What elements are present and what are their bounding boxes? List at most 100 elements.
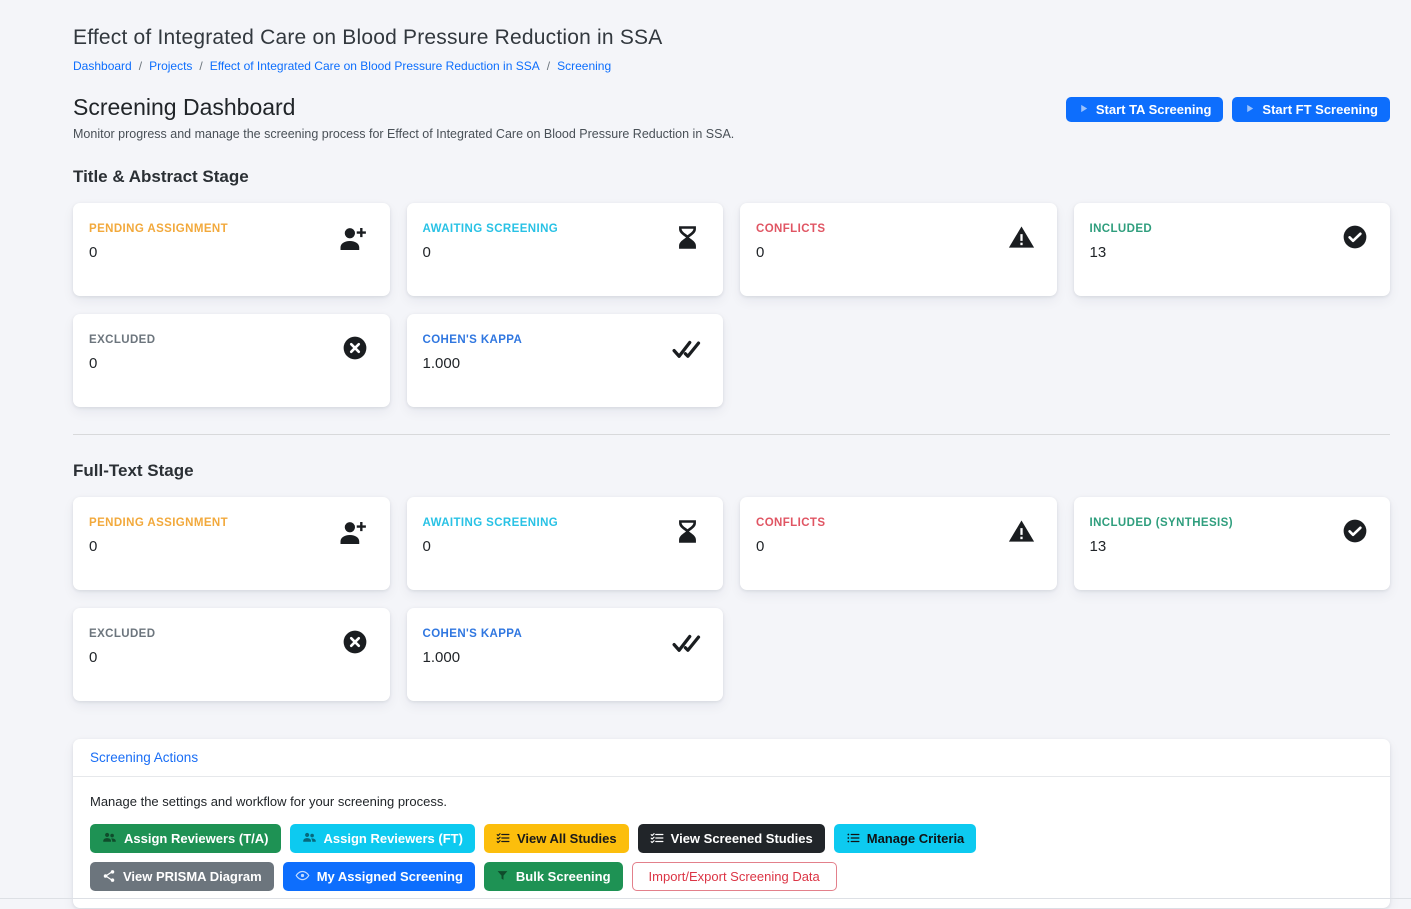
assign-reviewers-ft-label: Assign Reviewers (FT) [323, 831, 463, 846]
breadcrumb-separator: / [546, 59, 551, 73]
view-screened-studies-label: View Screened Studies [670, 831, 813, 846]
dashboard-actions: Start TA Screening Start FT Screening [1065, 97, 1390, 122]
my-assigned-screening-label: My Assigned Screening [316, 869, 463, 884]
stat-card-ta-pending-assignment: PENDING ASSIGNMENT 0 [73, 203, 390, 296]
play-icon [1244, 103, 1255, 116]
dashboard-subtitle: Monitor progress and manage the screenin… [73, 127, 735, 141]
eye-icon [295, 868, 310, 885]
stat-value: 1.000 [422, 355, 461, 372]
screening-actions-body: Manage the settings and workflow for you… [73, 777, 1390, 908]
view-prisma-diagram-label: View PRISMA Diagram [123, 869, 262, 884]
manage-criteria-label: Manage Criteria [866, 831, 965, 846]
start-ft-screening-button[interactable]: Start FT Screening [1232, 97, 1390, 122]
breadcrumb-separator: / [138, 59, 143, 73]
bulk-screening-button[interactable]: Bulk Screening [483, 862, 623, 891]
view-prisma-diagram-button[interactable]: View PRISMA Diagram [90, 862, 274, 891]
ft-stage-cards-row-1: PENDING ASSIGNMENT 0 AWAITING SCREENING … [73, 497, 1390, 590]
warning-triangle-icon [1008, 224, 1035, 251]
breadcrumb: Dashboard / Projects / Effect of Integra… [73, 59, 1390, 73]
ft-stage-title: Full-Text Stage [73, 461, 194, 480]
page-bottom-divider [0, 898, 1411, 899]
stat-value: 0 [89, 538, 98, 555]
stat-value: 0 [422, 538, 431, 555]
x-circle-icon [342, 335, 368, 361]
dashboard-header: Screening Dashboard Monitor progress and… [73, 94, 1390, 141]
person-plus-icon [338, 224, 368, 254]
import-export-screening-data-button[interactable]: Import/Export Screening Data [631, 862, 837, 891]
start-ta-screening-button[interactable]: Start TA Screening [1065, 97, 1224, 122]
ft-stage-section: Full-Text Stage PENDING ASSIGNMENT 0 AWA… [73, 461, 1390, 701]
manage-criteria-button[interactable]: Manage Criteria [833, 824, 977, 853]
assign-reviewers-ft-button[interactable]: Assign Reviewers (FT) [289, 824, 475, 853]
assign-reviewers-ta-button[interactable]: Assign Reviewers (T/A) [90, 824, 281, 853]
stat-label: COHEN'S KAPPA [422, 628, 523, 640]
stat-label: PENDING ASSIGNMENT [89, 517, 229, 529]
stat-card-ft-excluded: EXCLUDED 0 [73, 608, 390, 701]
stat-label: EXCLUDED [89, 628, 156, 640]
ta-stage-section: Title & Abstract Stage PENDING ASSIGNMEN… [73, 167, 1390, 407]
list-icon [846, 831, 860, 847]
screening-actions-title: Screening Actions [73, 739, 1390, 777]
stat-value: 13 [1089, 244, 1107, 261]
filter-icon [496, 869, 509, 884]
view-all-studies-button[interactable]: View All Studies [483, 824, 629, 853]
stat-card-ta-awaiting-screening: AWAITING SCREENING 0 [406, 203, 723, 296]
users-icon [302, 830, 317, 847]
ta-stage-title: Title & Abstract Stage [73, 167, 249, 186]
stat-value: 0 [422, 244, 431, 261]
view-all-studies-label: View All Studies [516, 831, 617, 846]
ta-stage-cards-row-1: PENDING ASSIGNMENT 0 AWAITING SCREENING … [73, 203, 1390, 296]
stage-divider [73, 434, 1390, 435]
stat-card-ft-pending-assignment: PENDING ASSIGNMENT 0 [73, 497, 390, 590]
list-check-icon [496, 831, 510, 847]
screening-actions-buttons: Assign Reviewers (T/A) Assign Reviewers … [90, 824, 1030, 891]
screening-actions-description: Manage the settings and workflow for you… [90, 794, 447, 809]
hourglass-icon [674, 518, 701, 545]
stat-card-ta-excluded: EXCLUDED 0 [73, 314, 390, 407]
stat-value: 0 [89, 649, 98, 666]
hourglass-icon [674, 224, 701, 251]
stat-value: 0 [756, 538, 765, 555]
stat-value: 0 [756, 244, 765, 261]
my-assigned-screening-button[interactable]: My Assigned Screening [282, 862, 475, 891]
start-ta-screening-label: Start TA Screening [1095, 102, 1212, 117]
stat-label: COHEN'S KAPPA [422, 334, 523, 346]
ft-stage-cards-row-2: EXCLUDED 0 COHEN'S KAPPA 1.000 [73, 608, 1390, 701]
stat-label: INCLUDED [1089, 223, 1153, 235]
stat-label: CONFLICTS [756, 517, 826, 529]
stat-card-ta-included: INCLUDED 13 [1073, 203, 1390, 296]
stat-value: 0 [89, 355, 98, 372]
bulk-screening-label: Bulk Screening [515, 869, 611, 884]
breadcrumb-project-name[interactable]: Effect of Integrated Care on Blood Press… [209, 59, 540, 73]
stat-label: AWAITING SCREENING [422, 517, 559, 529]
warning-triangle-icon [1008, 518, 1035, 545]
check-circle-icon [1342, 224, 1368, 250]
list-check-icon [650, 831, 664, 847]
check-circle-icon [1342, 518, 1368, 544]
breadcrumb-dashboard[interactable]: Dashboard [73, 59, 132, 73]
assign-reviewers-ta-label: Assign Reviewers (T/A) [124, 831, 269, 846]
stat-value: 0 [89, 244, 98, 261]
stat-card-ta-cohens-kappa: COHEN'S KAPPA 1.000 [406, 314, 723, 407]
stat-value: 1.000 [422, 649, 461, 666]
stat-label: INCLUDED (SYNTHESIS) [1089, 517, 1233, 529]
dashboard-heading: Screening Dashboard [73, 94, 296, 120]
users-icon [102, 830, 117, 847]
import-export-screening-data-label: Import/Export Screening Data [648, 869, 820, 884]
stat-card-ft-included-synthesis: INCLUDED (SYNTHESIS) 13 [1073, 497, 1390, 590]
breadcrumb-separator: / [199, 59, 203, 73]
view-screened-studies-button[interactable]: View Screened Studies [637, 824, 825, 853]
stat-card-ta-conflicts: CONFLICTS 0 [740, 203, 1057, 296]
page-title: Effect of Integrated Care on Blood Press… [73, 26, 663, 49]
double-check-icon [671, 629, 701, 659]
stat-label: CONFLICTS [756, 223, 826, 235]
screening-actions-panel: Screening Actions Manage the settings an… [73, 739, 1390, 908]
breadcrumb-projects[interactable]: Projects [149, 59, 193, 73]
dashboard-header-text: Screening Dashboard Monitor progress and… [73, 94, 734, 141]
stat-card-ft-cohens-kappa: COHEN'S KAPPA 1.000 [406, 608, 723, 701]
breadcrumb-screening[interactable]: Screening [557, 59, 612, 73]
ta-stage-cards-row-2: EXCLUDED 0 COHEN'S KAPPA 1.000 [73, 314, 1390, 407]
double-check-icon [671, 335, 701, 365]
stat-card-ft-awaiting-screening: AWAITING SCREENING 0 [406, 497, 723, 590]
